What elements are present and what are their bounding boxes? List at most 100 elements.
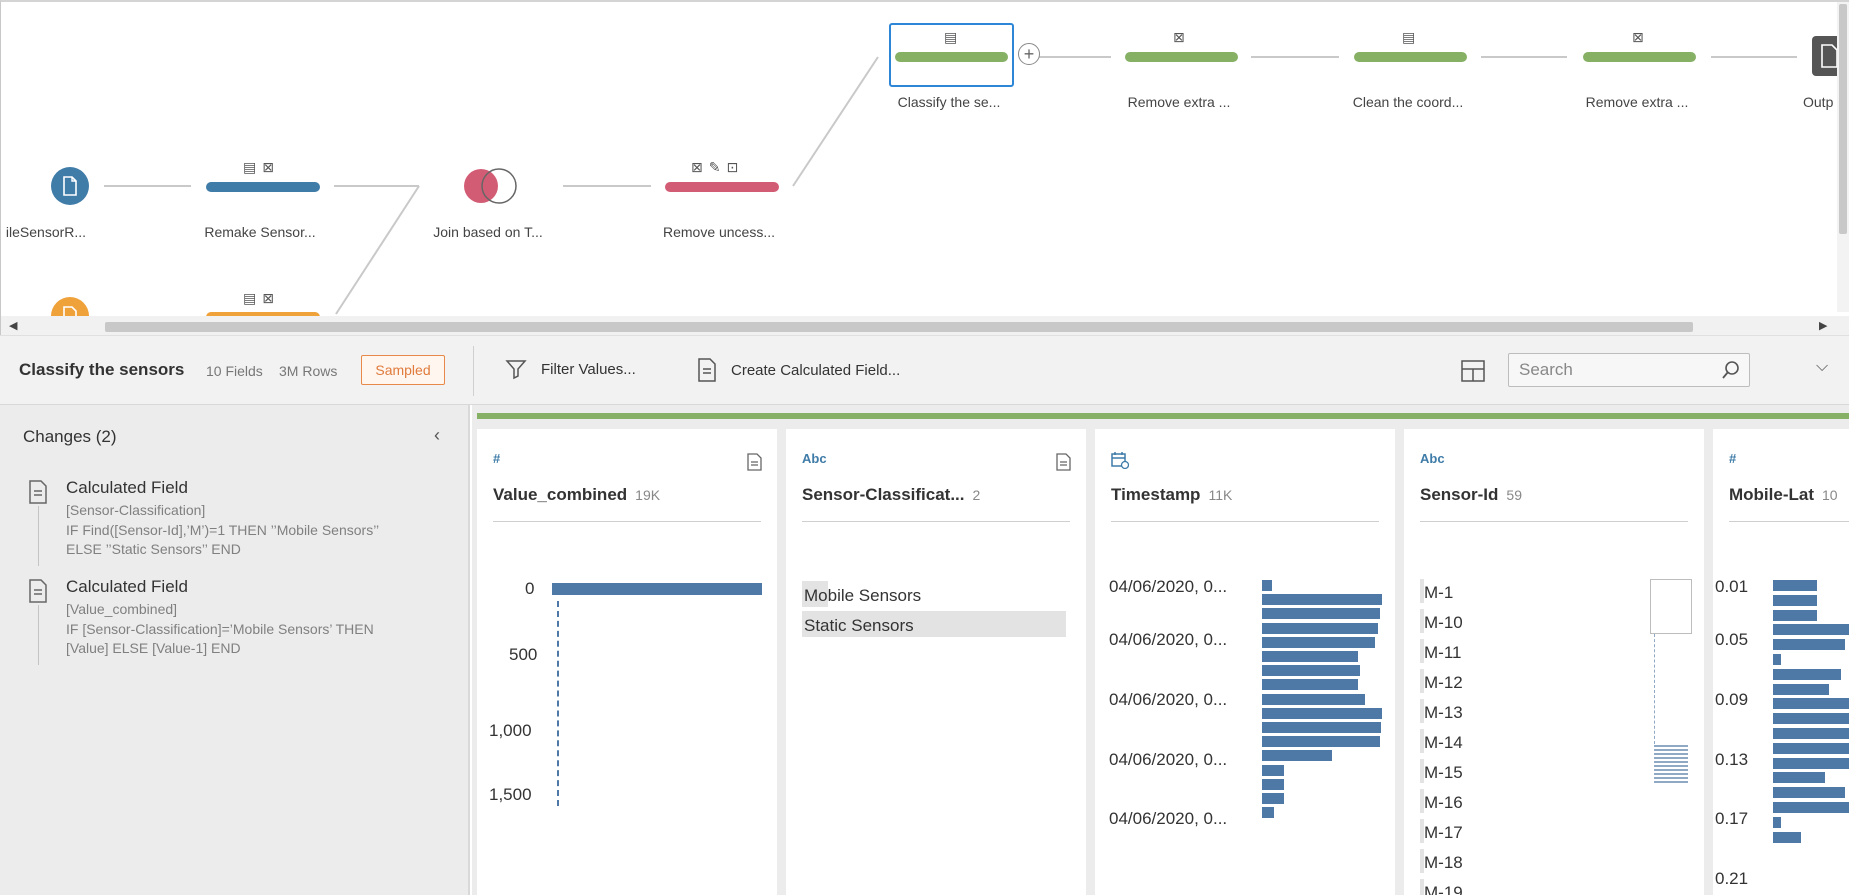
- histogram-bar[interactable]: [1262, 722, 1381, 733]
- histogram-bar[interactable]: [1262, 750, 1332, 762]
- histogram-bar[interactable]: [1773, 772, 1825, 784]
- histogram-bar[interactable]: [1773, 609, 1817, 621]
- histogram-bar[interactable]: [1262, 707, 1382, 719]
- histogram-bar[interactable]: [1773, 728, 1849, 739]
- histogram-bar[interactable]: [1262, 665, 1361, 677]
- value-item[interactable]: M-13: [1424, 703, 1463, 722]
- value-item[interactable]: M-14: [1424, 733, 1463, 752]
- histogram-bar[interactable]: [552, 583, 762, 595]
- histogram-bar[interactable]: [1262, 608, 1380, 620]
- profile-card-sensor-id[interactable]: Abc Sensor-Id 59 M-1 M-10 M-11 M-12 M-13 M-14 M…: [1404, 429, 1704, 895]
- clean-step-clean-coord[interactable]: [1354, 52, 1467, 62]
- histogram-bar[interactable]: [1262, 580, 1272, 591]
- histogram-bar[interactable]: [1773, 757, 1849, 769]
- field-name[interactable]: Sensor-Classificat... 2: [802, 485, 980, 505]
- histogram-bar[interactable]: [1773, 816, 1781, 828]
- histogram-bar[interactable]: [1773, 594, 1817, 606]
- histogram-bar[interactable]: [1773, 668, 1841, 680]
- clean-step-classify[interactable]: [895, 52, 1008, 62]
- create-calc-field-button[interactable]: Create Calculated Field...: [697, 358, 900, 382]
- value-item[interactable]: M-1: [1424, 583, 1454, 602]
- value-item[interactable]: M-15: [1424, 763, 1463, 782]
- value-item[interactable]: M-10: [1424, 613, 1463, 632]
- collapse-panel-icon[interactable]: ‹: [434, 425, 440, 445]
- value-item[interactable]: M-16: [1424, 793, 1463, 812]
- input-node-mobile[interactable]: [51, 167, 89, 205]
- histogram-bar[interactable]: [1262, 736, 1380, 748]
- scroll-left-icon[interactable]: ◀: [9, 320, 18, 332]
- plus-icon: +: [1023, 44, 1035, 64]
- scroll-thumb[interactable]: [1839, 4, 1847, 234]
- clean-step-remove-uncess[interactable]: [665, 182, 779, 192]
- change-expression: IF [Sensor-Classification]=’Mobile Senso…: [66, 621, 374, 656]
- value-item[interactable]: Static Sensors: [804, 616, 914, 635]
- value-item[interactable]: M-18: [1424, 853, 1463, 872]
- flow-horizontal-scrollbar[interactable]: ◀ ▶: [1, 316, 1849, 335]
- histogram-bar[interactable]: [1773, 802, 1849, 813]
- clean-step-classify-selected[interactable]: [889, 23, 1014, 87]
- histogram-bar[interactable]: [1773, 713, 1849, 725]
- histogram-bar[interactable]: [1773, 698, 1849, 710]
- value-item[interactable]: M-12: [1424, 673, 1463, 692]
- field-name-text: Sensor-Classificat...: [802, 485, 965, 504]
- flow-canvas[interactable]: ileSensorR... ▤⊠ Remake Sensor... ▤⊠ Joi…: [0, 0, 1849, 335]
- histogram-bar[interactable]: [1773, 654, 1781, 665]
- value-item[interactable]: M-11: [1424, 643, 1462, 662]
- value-item[interactable]: M-17: [1424, 823, 1463, 842]
- profile-card-sensor-classification[interactable]: Abc Sensor-Classificat... 2 Mobile Sensor…: [786, 429, 1086, 895]
- field-name[interactable]: Mobile-Lat 10: [1729, 485, 1838, 505]
- histogram-bar[interactable]: [1262, 679, 1358, 691]
- search-input[interactable]: Search: [1508, 353, 1750, 387]
- date-type-icon[interactable]: [1111, 451, 1129, 469]
- profile-card-mobile-lat[interactable]: # Mobile-Lat 10 0.01 0.05 0.09 0.13 0.17 …: [1713, 429, 1849, 895]
- clean-step-remove-extra-1[interactable]: [1125, 52, 1238, 62]
- clean-step-classify-label: Classify the se...: [897, 94, 1001, 110]
- histogram-bar[interactable]: [1262, 622, 1379, 634]
- histogram-bar[interactable]: [1773, 683, 1829, 695]
- histogram-bar[interactable]: [1262, 807, 1274, 819]
- histogram-bar[interactable]: [1262, 764, 1284, 776]
- histogram-bar[interactable]: [1773, 742, 1849, 754]
- chevron-down-icon[interactable]: ⌵: [1816, 358, 1829, 375]
- histogram-bar[interactable]: [1262, 693, 1366, 705]
- search-icon[interactable]: [1721, 360, 1741, 380]
- string-type-icon[interactable]: Abc: [1420, 451, 1445, 466]
- change-item[interactable]: Calculated Field [Sensor-Classification]…: [28, 478, 448, 568]
- histogram-bar[interactable]: [1262, 636, 1375, 648]
- scroll-right-icon[interactable]: ▶: [1819, 320, 1828, 332]
- join-node[interactable]: [462, 166, 524, 206]
- sampled-badge[interactable]: Sampled: [361, 355, 445, 385]
- histogram-bar[interactable]: [1262, 594, 1382, 606]
- field-name[interactable]: Value_combined 19K: [493, 485, 660, 505]
- scroll-thumb[interactable]: [105, 322, 1693, 332]
- flow-vertical-scrollbar[interactable]: [1837, 2, 1849, 312]
- field-name[interactable]: Timestamp 11K: [1111, 485, 1232, 505]
- clean-step-remake[interactable]: [206, 182, 320, 192]
- histogram-bar[interactable]: [1773, 580, 1817, 591]
- clean-step-remove-uncess-label: Remove uncess...: [662, 224, 776, 240]
- histogram-bar[interactable]: [1773, 639, 1845, 651]
- histogram-bar[interactable]: [1773, 787, 1845, 799]
- histogram-bar[interactable]: [1773, 831, 1801, 843]
- profile-card-timestamp[interactable]: Timestamp 11K 04/06/2020, 0... 04/06/2020…: [1095, 429, 1395, 895]
- mini-scroll-window[interactable]: [1650, 579, 1692, 634]
- field-name[interactable]: Sensor-Id 59: [1420, 485, 1522, 505]
- add-step-button[interactable]: +: [1018, 43, 1040, 65]
- value-item[interactable]: Mobile Sensors: [804, 586, 922, 605]
- layout-toggle-icon[interactable]: [1461, 360, 1485, 382]
- file-icon: [63, 176, 77, 196]
- clean-step-remove-extra-2[interactable]: [1583, 52, 1696, 62]
- string-type-icon[interactable]: Abc: [802, 451, 827, 466]
- number-type-icon[interactable]: #: [493, 451, 501, 466]
- axis-tick: 04/06/2020, 0...: [1109, 577, 1228, 596]
- histogram-bar[interactable]: [1262, 778, 1284, 790]
- change-item[interactable]: Calculated Field [Value_combined] IF [Se…: [28, 577, 448, 667]
- histogram-bar[interactable]: [1773, 624, 1849, 636]
- clean-step-icons-7: ⊠: [1632, 29, 1650, 46]
- histogram-bar[interactable]: [1262, 793, 1284, 804]
- histogram-bar[interactable]: [1262, 651, 1358, 662]
- value-item[interactable]: M-19: [1424, 883, 1463, 895]
- filter-values-button[interactable]: Filter Values...: [505, 358, 636, 380]
- profile-card-value-combined[interactable]: # Value_combined 19K 0 500 1,000 1,500: [477, 429, 777, 895]
- number-type-icon[interactable]: #: [1729, 451, 1737, 466]
